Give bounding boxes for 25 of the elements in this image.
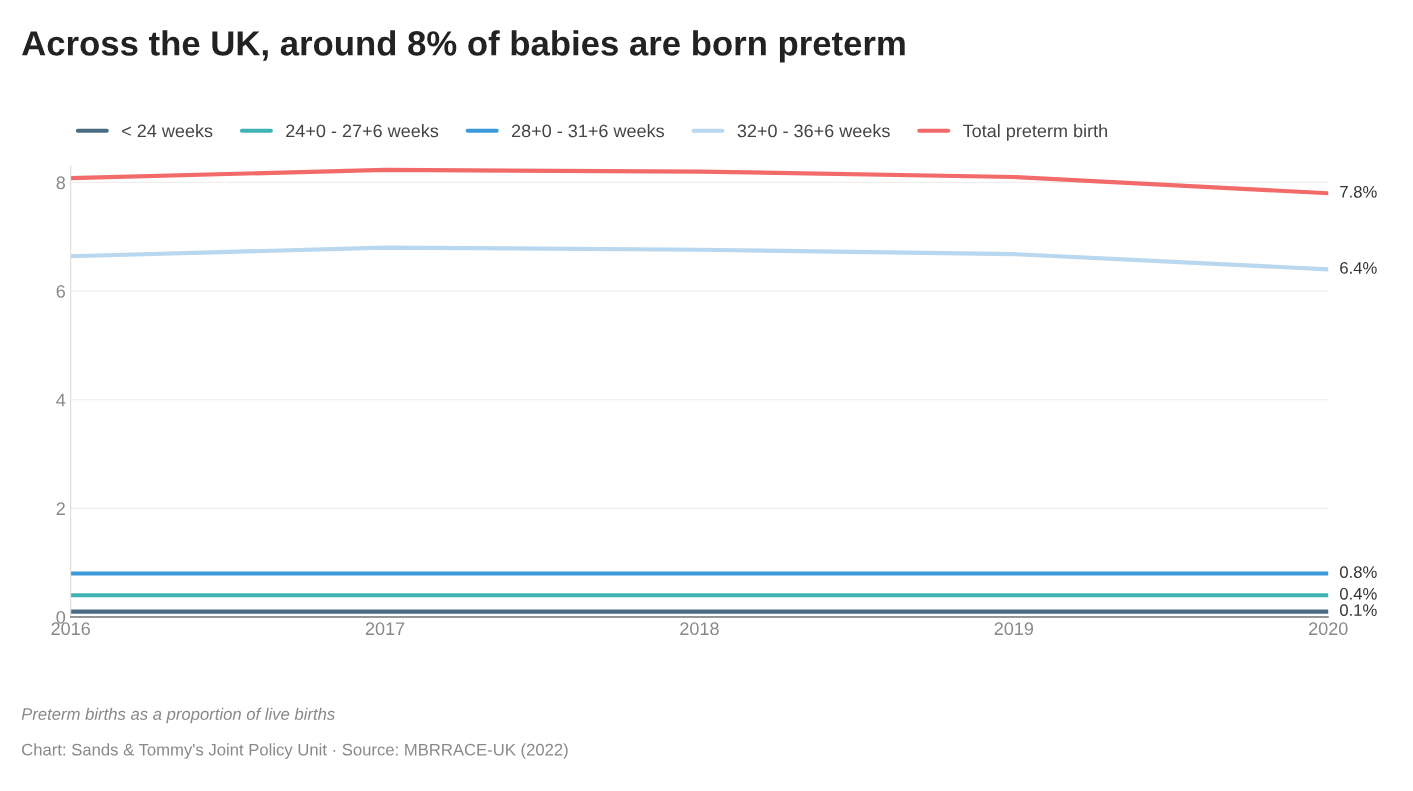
line-series (70, 167, 1329, 196)
legend-label: < 24 weeks (122, 124, 213, 138)
y-tick-label: 8 (56, 176, 65, 190)
x-tick-label: 2018 (680, 622, 719, 636)
text: Chart: Sands & Tommy's Joint Policy Unit · Source: MBRRACE-UK (2022) (22, 743, 568, 759)
legend-label: 32+0 - 36+6 weeks (737, 124, 890, 138)
y-tick-label: 2 (56, 502, 65, 515)
line-series (70, 245, 1329, 272)
legend-label: 28+0 - 31+6 weeks (511, 124, 664, 138)
data-label: 6.4% (1340, 261, 1377, 274)
data-label: 0.4% (1339, 587, 1377, 600)
y-tick-label: 4 (56, 393, 66, 407)
x-tick-label: 2017 (365, 622, 405, 636)
data-label: 0.8% (1339, 566, 1377, 578)
data-label: 0.1% (1339, 604, 1377, 617)
legend-label: Total preterm birth (963, 124, 1107, 141)
x-tick-label: 2020 (1309, 622, 1348, 636)
text: Preterm births as a proportion of live births (21, 707, 335, 724)
legend-label: 24+0 - 27+6 weeks (286, 124, 439, 138)
y-tick-label: 6 (56, 284, 65, 298)
chart-title: Across the UK, around 8% of babies are born preterm (22, 30, 905, 63)
y-tick-label: 0 (56, 610, 66, 624)
x-tick-label: 2019 (994, 622, 1034, 636)
data-label: 7.8% (1340, 185, 1377, 198)
x-tick-label: 2016 (51, 622, 90, 636)
